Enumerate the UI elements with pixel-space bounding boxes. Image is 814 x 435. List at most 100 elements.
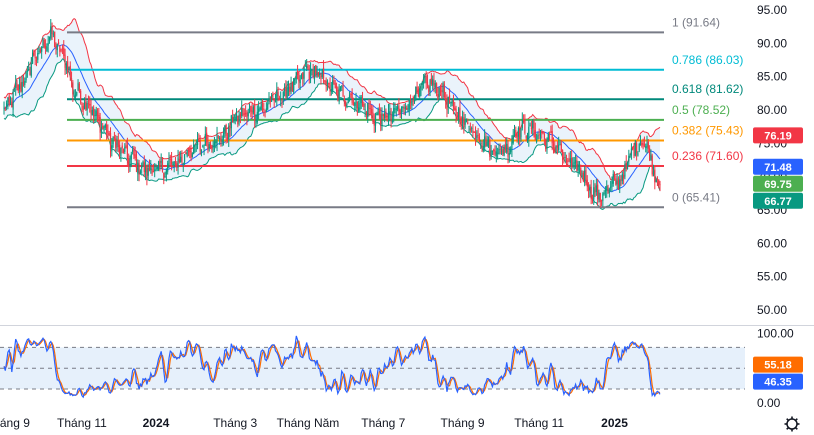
candle-body: [394, 108, 396, 109]
price-tick-label: 50.00: [757, 303, 787, 317]
candle-body: [148, 166, 151, 171]
candle-body: [594, 189, 596, 193]
fibonacci-retracement: 1 (91.64) 0.786 (86.03) 0.618 (81.62) 0.5 (…: [67, 15, 743, 209]
candle-body: [420, 86, 422, 90]
candle-body: [38, 51, 40, 52]
candle-body: [156, 167, 158, 170]
candle-body: [528, 126, 530, 140]
candle-body: [103, 126, 105, 132]
candle-body: [363, 103, 365, 108]
candle-body: [334, 83, 336, 88]
candle-body: [554, 147, 556, 153]
candle-body: [473, 131, 475, 133]
candle-body: [33, 50, 35, 56]
candle-body: [329, 84, 331, 92]
candle-body: [619, 179, 621, 189]
candle-body: [190, 150, 192, 159]
candle-body: [620, 179, 622, 181]
candle-body: [242, 107, 244, 116]
candle-body: [222, 132, 225, 139]
candle-body: [350, 93, 352, 95]
candle-body: [259, 107, 261, 109]
candle-body: [465, 121, 468, 123]
candle-body: [302, 72, 304, 79]
candle-body: [456, 115, 458, 118]
candle-body: [115, 138, 117, 148]
candle-body: [189, 149, 191, 153]
stoch-value-badge-text: 46.35: [764, 377, 792, 389]
candle-body: [646, 143, 648, 147]
price-tick-label: 90.00: [757, 36, 787, 50]
candle-body: [281, 99, 283, 101]
bollinger-bands: [3, 17, 661, 210]
candle-body: [422, 77, 425, 84]
candle-body: [29, 71, 31, 75]
candle-body: [615, 178, 617, 185]
candle-body: [606, 185, 608, 191]
candle-body: [400, 110, 403, 115]
candle-body: [354, 102, 356, 106]
candle-body: [237, 115, 239, 125]
candle-body: [146, 165, 148, 178]
candle-body: [633, 148, 635, 157]
candle-body: [472, 130, 474, 133]
candle-body: [216, 134, 218, 144]
candle-body: [213, 141, 216, 146]
time-tick-label: Tháng 11: [514, 416, 564, 430]
candle-body: [416, 86, 418, 93]
candle-body: [624, 163, 626, 177]
candle-body: [537, 135, 539, 140]
price-tick-label: 80.00: [757, 103, 787, 117]
candle-body: [580, 168, 582, 176]
candle-body: [391, 119, 394, 123]
candle-body: [611, 181, 613, 187]
candle-body: [270, 94, 273, 102]
candle-body: [322, 67, 325, 79]
candle-body: [93, 107, 95, 117]
time-tick-label: 2024: [143, 416, 170, 430]
candle-body: [517, 128, 520, 137]
candle-body: [296, 71, 299, 75]
candle-body: [312, 70, 314, 78]
candle-body: [600, 199, 603, 202]
candle-body: [211, 145, 213, 150]
candle-body: [180, 156, 182, 162]
candle-body: [120, 148, 122, 157]
settings-gear-icon[interactable]: [784, 416, 800, 432]
candle-body: [464, 120, 466, 125]
candle-body: [183, 154, 186, 163]
time-tick-label: Tháng 3: [213, 416, 257, 430]
candle-body: [68, 67, 70, 71]
price-tick-label: 60.00: [757, 236, 787, 250]
candle-body: [116, 142, 118, 146]
price-badge-bg: [753, 158, 803, 175]
candle-body: [41, 46, 43, 52]
candle-body: [397, 106, 399, 110]
candle-body: [21, 82, 23, 93]
candle-body: [282, 91, 284, 101]
stochastic-pane: [0, 325, 814, 399]
candle-body: [44, 45, 47, 49]
time-axis[interactable]: Tháng 9 Tháng 11 2024 Tháng 3 Tháng Năm Tháng…: [0, 416, 628, 430]
candle-body: [181, 154, 183, 162]
candle-body: [207, 142, 209, 151]
candle-body: [655, 178, 657, 182]
gear-ring: [786, 418, 798, 430]
candle-body: [147, 167, 149, 176]
candle-body: [233, 120, 235, 122]
candle-body: [17, 84, 19, 91]
candle-body: [85, 101, 87, 110]
candle-body: [102, 125, 104, 129]
candle-body: [494, 150, 496, 154]
candle-body: [526, 137, 529, 139]
candle-body: [351, 92, 353, 103]
candle-body: [643, 144, 646, 147]
candle-body: [560, 143, 562, 153]
candle-body: [278, 97, 280, 101]
candle-body: [659, 184, 661, 186]
candle-body: [308, 72, 310, 80]
candle-body: [626, 161, 629, 169]
candle-body: [499, 148, 501, 150]
candle-body: [325, 81, 327, 86]
